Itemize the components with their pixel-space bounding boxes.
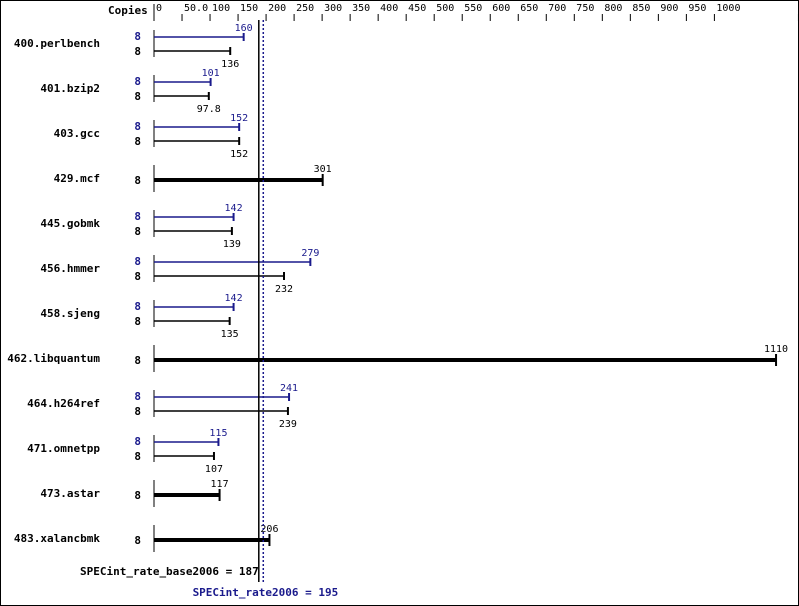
tick-label: 400 xyxy=(380,3,398,14)
base-copies-label: 8 xyxy=(134,315,141,328)
axis-label: Copies xyxy=(108,4,148,17)
base-data-label: 135 xyxy=(221,329,239,340)
tick-label: 300 xyxy=(324,3,342,14)
tick-label: 500 xyxy=(436,3,454,14)
base-copies-label: 8 xyxy=(134,405,141,418)
base-summary-label: SPECint_rate_base2006 = 187 xyxy=(80,565,259,578)
benchmark-name: 429.mcf xyxy=(54,172,100,185)
data-label: 206 xyxy=(260,524,278,535)
benchmark-name: 456.hmmer xyxy=(40,262,100,275)
peak-data-label: 241 xyxy=(280,383,298,394)
peak-copies-label: 8 xyxy=(134,210,141,223)
benchmark-name: 462.libquantum xyxy=(7,352,100,365)
benchmark-name: 483.xalancbmk xyxy=(14,532,100,545)
peak-copies-label: 8 xyxy=(134,300,141,313)
copies-label: 8 xyxy=(134,534,141,547)
tick-label: 200 xyxy=(268,3,286,14)
tick-label: 350 xyxy=(352,3,370,14)
peak-summary-label: SPECint_rate2006 = 195 xyxy=(193,586,339,599)
base-data-label: 152 xyxy=(230,149,248,160)
tick-label: 1000 xyxy=(716,3,740,14)
benchmark-name: 464.h264ref xyxy=(27,397,100,410)
bar xyxy=(154,178,323,182)
tick-label: 950 xyxy=(688,3,706,14)
base-copies-label: 8 xyxy=(134,225,141,238)
peak-data-label: 115 xyxy=(209,428,227,439)
benchmark-name: 458.sjeng xyxy=(40,307,100,320)
base-data-label: 232 xyxy=(275,284,293,295)
base-data-label: 239 xyxy=(279,419,297,430)
peak-data-label: 152 xyxy=(230,113,248,124)
peak-copies-label: 8 xyxy=(134,75,141,88)
base-data-label: 139 xyxy=(223,239,241,250)
tick-label: 50.0 xyxy=(184,3,208,14)
benchmark-name: 473.astar xyxy=(40,487,100,500)
bar xyxy=(154,538,270,542)
tick-label: 250 xyxy=(296,3,314,14)
tick-label: 800 xyxy=(604,3,622,14)
base-copies-label: 8 xyxy=(134,270,141,283)
base-data-label: 97.8 xyxy=(197,104,221,115)
bar xyxy=(154,358,777,362)
tick-label: 850 xyxy=(632,3,650,14)
base-data-label: 136 xyxy=(221,59,239,70)
peak-data-label: 142 xyxy=(225,293,243,304)
base-data-label: 107 xyxy=(205,464,223,475)
peak-copies-label: 8 xyxy=(134,120,141,133)
peak-data-label: 160 xyxy=(235,23,253,34)
tick-label: 0 xyxy=(156,3,162,14)
base-copies-label: 8 xyxy=(134,450,141,463)
peak-copies-label: 8 xyxy=(134,390,141,403)
base-copies-label: 8 xyxy=(134,90,141,103)
peak-copies-label: 8 xyxy=(134,255,141,268)
peak-copies-label: 8 xyxy=(134,435,141,448)
peak-copies-label: 8 xyxy=(134,30,141,43)
data-label: 117 xyxy=(211,479,229,490)
tick-label: 700 xyxy=(548,3,566,14)
bar xyxy=(154,493,220,497)
copies-label: 8 xyxy=(134,354,141,367)
tick-label: 750 xyxy=(576,3,594,14)
tick-label: 450 xyxy=(408,3,426,14)
data-label: 1110 xyxy=(764,344,788,355)
benchmark-name: 401.bzip2 xyxy=(40,82,100,95)
peak-data-label: 142 xyxy=(225,203,243,214)
benchmark-name: 471.omnetpp xyxy=(27,442,100,455)
copies-label: 8 xyxy=(134,174,141,187)
benchmark-name: 445.gobmk xyxy=(40,217,100,230)
tick-label: 550 xyxy=(464,3,482,14)
tick-label: 600 xyxy=(492,3,510,14)
peak-data-label: 101 xyxy=(202,68,220,79)
copies-label: 8 xyxy=(134,489,141,502)
base-copies-label: 8 xyxy=(134,135,141,148)
peak-data-label: 279 xyxy=(301,248,319,259)
tick-label: 900 xyxy=(660,3,678,14)
benchmark-name: 400.perlbench xyxy=(14,37,100,50)
tick-label: 100 xyxy=(212,3,230,14)
data-label: 301 xyxy=(314,164,332,175)
benchmark-name: 403.gcc xyxy=(54,127,100,140)
base-copies-label: 8 xyxy=(134,45,141,58)
tick-label: 650 xyxy=(520,3,538,14)
tick-label: 150 xyxy=(240,3,258,14)
